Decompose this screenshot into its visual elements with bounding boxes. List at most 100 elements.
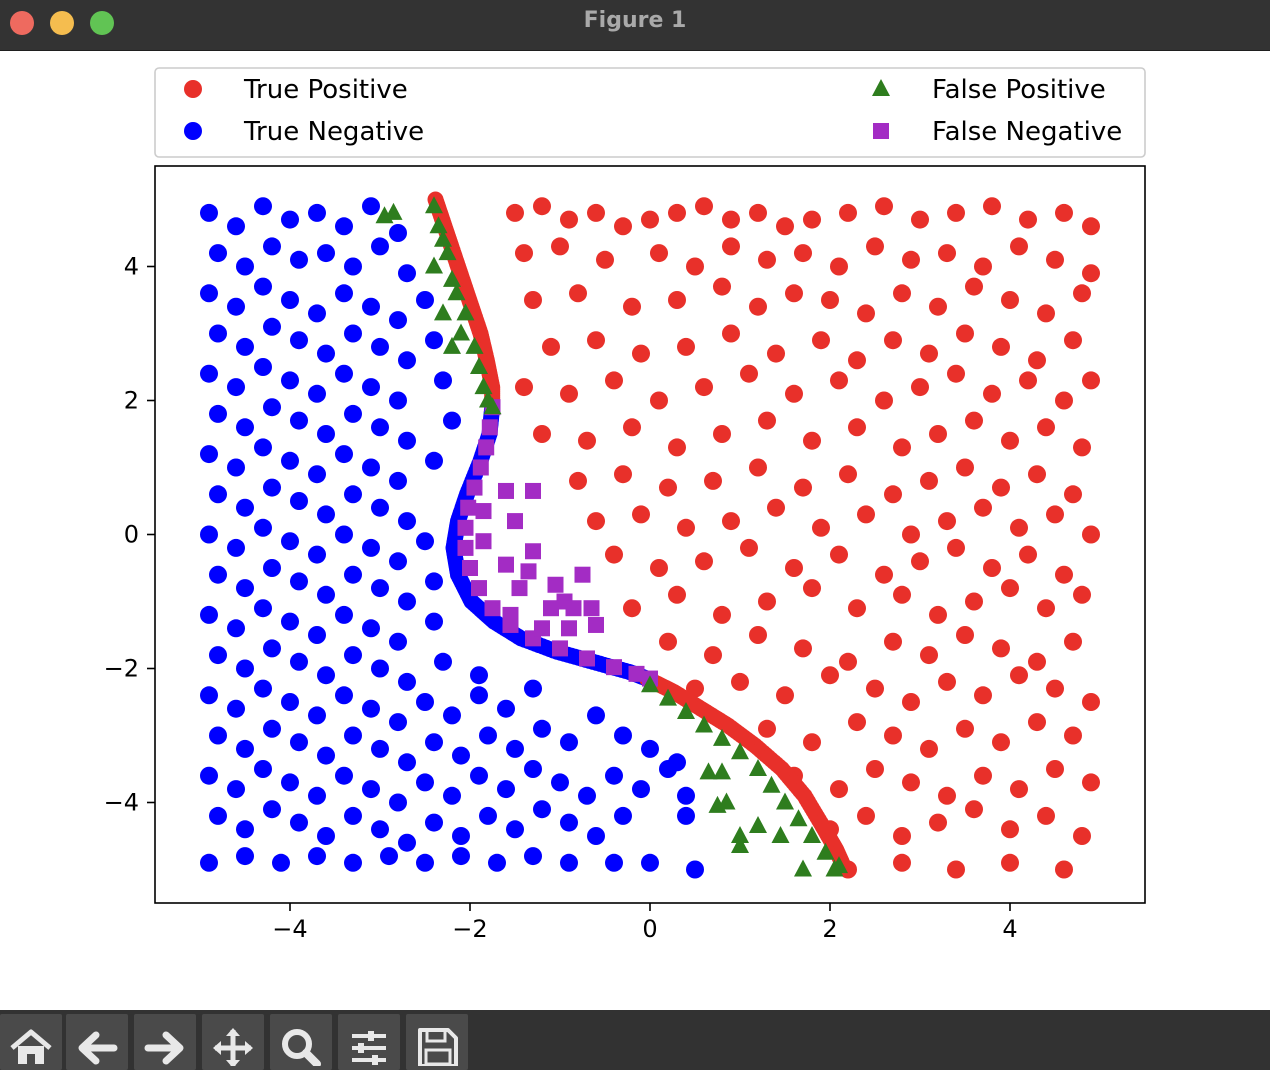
data-point — [447, 283, 466, 301]
x-tick-label: 4 — [1002, 915, 1017, 943]
data-point — [920, 646, 938, 665]
data-point — [587, 706, 605, 725]
legend-marker — [873, 123, 889, 139]
data-point — [587, 203, 605, 222]
zoom-button[interactable] — [270, 1014, 332, 1070]
data-point — [704, 471, 722, 490]
y-tick-label: 0 — [124, 521, 139, 549]
data-point — [227, 297, 245, 316]
data-point — [641, 210, 659, 229]
data-point — [475, 503, 492, 520]
data-point — [992, 733, 1010, 752]
data-point — [389, 793, 407, 812]
data-point — [560, 853, 578, 872]
data-point — [425, 572, 443, 591]
data-point — [605, 371, 623, 390]
data-point — [416, 693, 434, 711]
data-point — [632, 505, 650, 524]
data-point — [1055, 203, 1073, 222]
data-point — [465, 336, 484, 354]
data-point — [587, 512, 605, 531]
data-point — [254, 599, 272, 618]
figure-canvas[interactable]: −4 −2 0 2 4 −4 −2 0 2 4 True Positive True Negative… — [0, 51, 1270, 1010]
data-point — [983, 559, 1001, 577]
data-point — [263, 398, 281, 417]
data-point — [344, 806, 362, 825]
data-point — [758, 592, 776, 611]
data-point — [254, 518, 272, 537]
data-point — [209, 646, 227, 665]
data-point — [794, 244, 812, 263]
data-point — [803, 210, 821, 229]
data-point — [812, 518, 830, 537]
pan-button[interactable] — [202, 1014, 264, 1070]
data-point — [938, 672, 956, 691]
data-point — [902, 773, 920, 792]
data-point — [290, 652, 308, 671]
data-point — [713, 728, 731, 746]
data-point — [695, 197, 713, 216]
data-point — [362, 197, 380, 216]
data-point — [502, 606, 519, 623]
data-point — [1037, 806, 1055, 825]
data-point — [902, 693, 920, 711]
forward-button[interactable] — [134, 1014, 196, 1070]
back-button[interactable] — [66, 1014, 128, 1070]
home-button[interactable] — [0, 1014, 62, 1070]
data-point — [830, 545, 848, 564]
data-point — [434, 303, 452, 321]
data-point — [425, 733, 443, 752]
data-point — [983, 384, 1001, 403]
data-point — [227, 619, 245, 638]
data-point — [578, 786, 596, 805]
data-point — [524, 679, 542, 698]
data-point — [511, 580, 528, 597]
data-point — [785, 284, 803, 303]
x-tick-label: −2 — [452, 915, 487, 943]
save-button[interactable] — [406, 1014, 468, 1070]
data-point — [272, 853, 290, 872]
data-point — [668, 291, 686, 309]
data-point — [344, 257, 362, 276]
data-point — [893, 438, 911, 457]
minimize-window-button[interactable] — [50, 11, 74, 35]
data-point — [290, 250, 308, 269]
data-point — [1046, 760, 1064, 778]
data-point — [825, 859, 844, 877]
data-point — [543, 600, 559, 617]
data-point — [398, 264, 416, 283]
data-point — [929, 297, 947, 316]
data-point — [884, 331, 902, 350]
data-point — [821, 291, 839, 309]
data-point — [650, 559, 668, 577]
data-point — [524, 291, 542, 309]
data-point — [389, 552, 407, 571]
data-point — [713, 277, 731, 296]
data-point — [371, 659, 389, 678]
configure-subplots-button[interactable] — [338, 1014, 400, 1070]
data-point — [1028, 713, 1046, 732]
data-point — [884, 485, 902, 504]
data-point — [263, 237, 281, 256]
data-point — [416, 291, 434, 309]
legend-label: False Negative — [932, 117, 1122, 147]
data-point — [281, 532, 299, 551]
data-point — [569, 471, 587, 490]
magnifier-icon — [282, 1029, 321, 1066]
data-point — [1055, 565, 1073, 584]
data-point — [389, 713, 407, 732]
data-point — [722, 324, 740, 343]
data-point — [965, 800, 983, 819]
data-point — [866, 237, 884, 256]
data-point — [717, 792, 736, 810]
data-point — [803, 579, 821, 598]
data-point — [290, 813, 308, 832]
close-window-button[interactable] — [10, 11, 34, 35]
maximize-window-button[interactable] — [90, 11, 114, 35]
data-point — [475, 533, 492, 550]
data-point — [677, 337, 695, 356]
data-point — [776, 686, 794, 705]
legend-box — [154, 67, 1146, 158]
data-point — [587, 827, 605, 845]
data-point — [1028, 351, 1046, 370]
